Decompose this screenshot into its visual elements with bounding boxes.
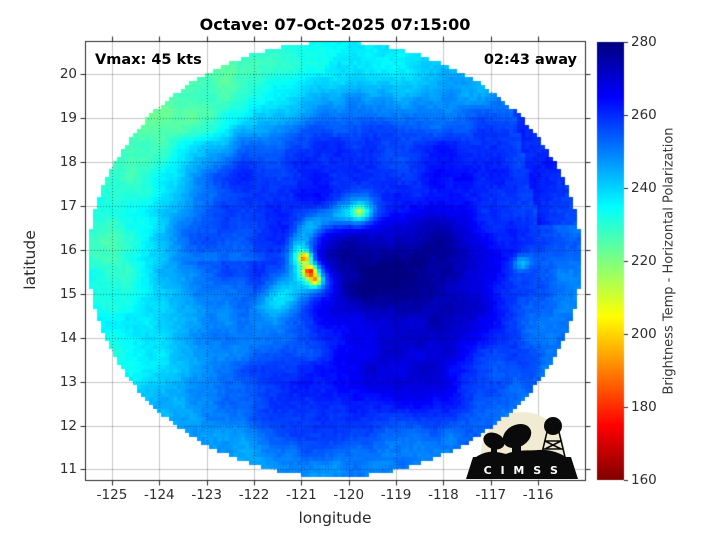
y-tick-label: 16 [59, 241, 77, 258]
colorbar-tick-label: 240 [631, 180, 657, 196]
y-tick-label: 17 [59, 197, 77, 214]
x-tick-label: -125 [96, 487, 128, 503]
plot-title: Octave: 07-Oct-2025 07:15:00 [199, 15, 471, 34]
x-tick-label: -121 [286, 487, 317, 503]
x-tick-label: -124 [144, 487, 175, 503]
x-tick-label: -118 [428, 487, 459, 503]
eta-label: 02:43 away [483, 52, 577, 68]
y-axis-label: latitude [21, 230, 39, 290]
x-tick-label: -122 [238, 487, 270, 503]
colorbar-tick-label: 160 [631, 472, 657, 488]
x-tick-label: -116 [522, 487, 554, 503]
y-tick-label: 15 [59, 285, 77, 302]
y-tick-label: 18 [59, 153, 77, 170]
colorbar-tick-label: 200 [631, 326, 657, 342]
y-tick-label: 20 [59, 65, 77, 82]
x-tick-label: -120 [333, 487, 365, 503]
x-tick-label: -119 [380, 487, 412, 503]
y-tick-label: 14 [59, 329, 77, 346]
colorbar-tick-label: 220 [631, 253, 657, 269]
colorbar-tick-label: 260 [631, 107, 657, 123]
y-tick-label: 19 [59, 109, 77, 126]
y-tick-label: 11 [59, 461, 77, 478]
colorbar-tick-label: 180 [631, 399, 657, 415]
x-tick-label: -117 [475, 487, 507, 503]
colorbar-tick-label: 280 [631, 34, 657, 50]
y-tick-label: 12 [59, 417, 77, 434]
vmax-label: Vmax: 45 kts [95, 52, 202, 68]
colorbar-label: Brightness Temp - Horizontal Polarizatio… [661, 127, 677, 395]
y-tick-label: 13 [59, 373, 77, 390]
x-axis-label: longitude [298, 509, 372, 527]
x-tick-label: -123 [191, 487, 222, 503]
